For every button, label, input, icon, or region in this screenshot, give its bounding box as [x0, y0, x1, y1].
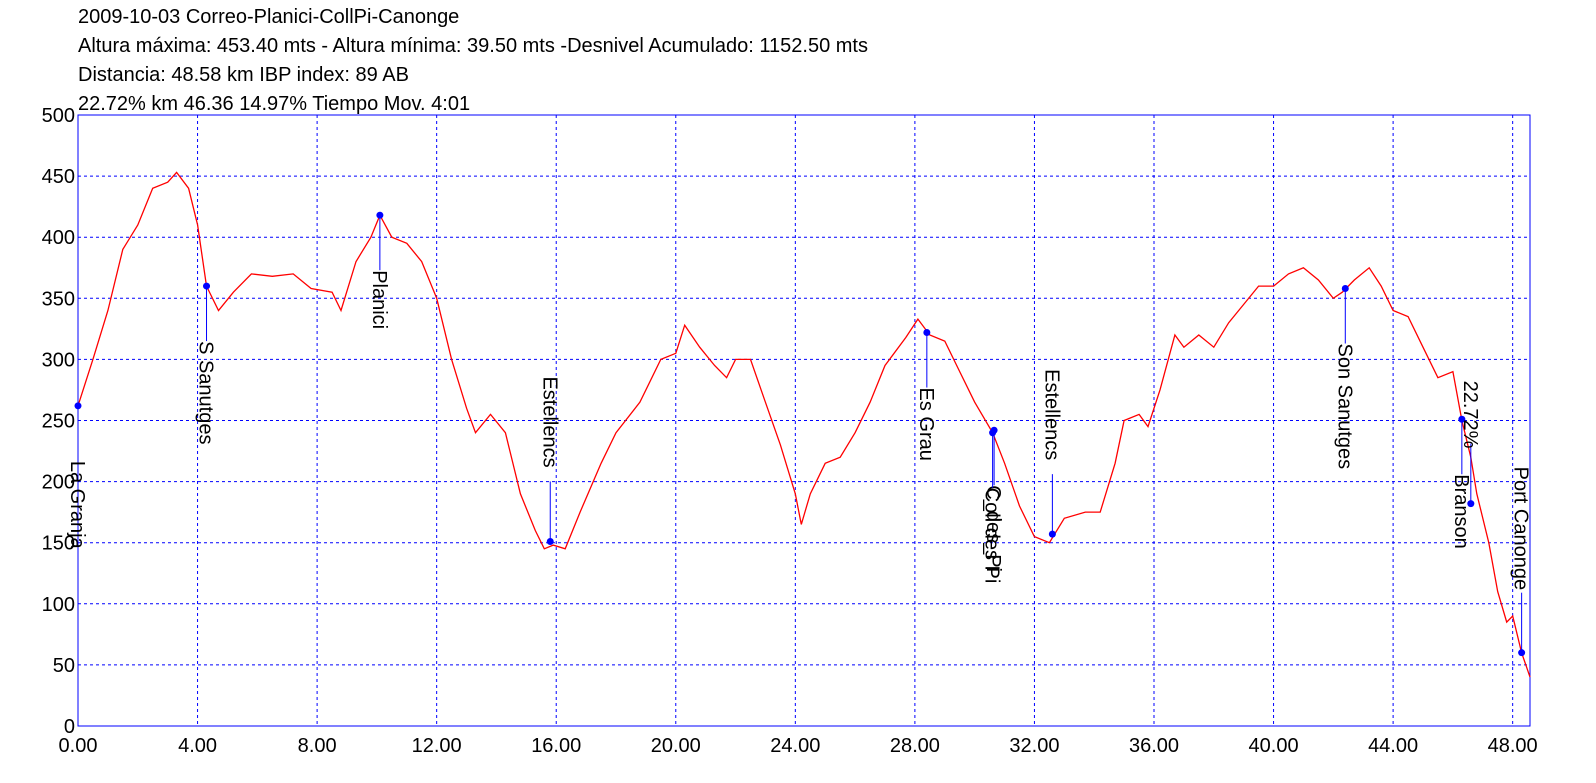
x-tick-label: 8.00 — [298, 735, 337, 757]
y-tick-label: 500 — [42, 105, 75, 127]
y-tick-label: 0 — [64, 716, 75, 738]
x-tick-label: 0.00 — [59, 735, 98, 757]
waypoint-label: 22.72% — [1459, 381, 1481, 449]
x-tick-label: 32.00 — [1009, 735, 1059, 757]
title-line: 2009-10-03 Correo-Planici-CollPi-Canonge — [78, 6, 459, 28]
waypoint-marker — [1518, 649, 1526, 657]
x-tick-label: 44.00 — [1368, 735, 1418, 757]
waypoint-marker — [1458, 415, 1466, 423]
waypoint-marker — [989, 429, 997, 437]
x-tick-label: 40.00 — [1249, 735, 1299, 757]
waypoint-label: La Granja — [66, 461, 88, 550]
y-tick-label: 350 — [42, 288, 75, 310]
x-tick-label: 12.00 — [412, 735, 462, 757]
waypoint-label: S Sanutges — [195, 341, 217, 444]
x-tick-label: 48.00 — [1488, 735, 1538, 757]
x-tick-label: 16.00 — [531, 735, 581, 757]
waypoint-marker — [74, 402, 82, 410]
waypoint-label: Son Sanutges — [1333, 344, 1355, 470]
waypoint-marker — [1467, 500, 1475, 508]
title-line: Distancia: 48.58 km IBP index: 89 AB — [78, 64, 409, 86]
waypoint-marker — [376, 211, 384, 219]
waypoint-marker — [923, 329, 931, 337]
waypoint-label: Port Canonge — [1510, 467, 1532, 590]
waypoint-marker — [203, 282, 211, 290]
waypoint-label: Es Grau — [915, 388, 937, 461]
x-tick-label: 20.00 — [651, 735, 701, 757]
y-tick-label: 200 — [42, 472, 75, 494]
waypoint-label: Planici — [368, 270, 390, 329]
y-tick-label: 100 — [42, 594, 75, 616]
waypoint-label: Estellencs — [538, 376, 560, 467]
title-line: 22.72% km 46.36 14.97% Tiempo Mov. 4:01 — [78, 93, 470, 115]
waypoint-label: Branson — [1450, 474, 1472, 549]
x-tick-label: 24.00 — [770, 735, 820, 757]
waypoint-marker — [546, 537, 554, 545]
y-tick-label: 300 — [42, 349, 75, 371]
waypoint-label: Estellencs — [1040, 369, 1062, 460]
waypoint-label: C_des_Pi — [982, 485, 1004, 572]
y-tick-label: 400 — [42, 227, 75, 249]
y-tick-label: 50 — [53, 655, 75, 677]
y-tick-label: 450 — [42, 166, 75, 188]
x-tick-label: 36.00 — [1129, 735, 1179, 757]
waypoint-label: Coll des Pi — [981, 488, 1003, 584]
y-tick-label: 250 — [42, 411, 75, 433]
x-tick-label: 4.00 — [178, 735, 217, 757]
title-line: Altura máxima: 453.40 mts - Altura mínim… — [78, 35, 868, 57]
waypoint-marker — [1048, 530, 1056, 538]
x-tick-label: 28.00 — [890, 735, 940, 757]
waypoint-marker — [1341, 285, 1349, 293]
elevation-line — [77, 171, 1531, 678]
y-tick-label: 150 — [42, 533, 75, 555]
